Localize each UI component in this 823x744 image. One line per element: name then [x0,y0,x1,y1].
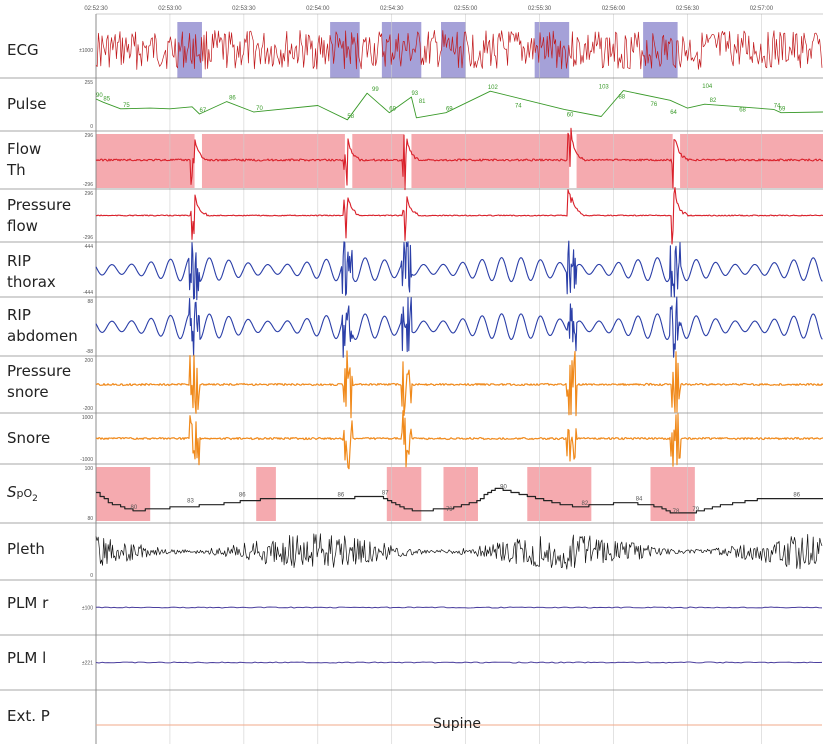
pulse-value-label: 75 [123,103,130,109]
spo2-value-label: 86 [239,493,246,499]
desaturation-band [256,467,276,521]
trace-pulse [96,91,823,120]
time-gridlines [96,14,761,744]
channel-label-rip-thorax: RIP thorax [7,251,56,293]
channel-label-spo2: SpO2 [7,482,38,510]
time-tick-label: 02:56:30 [676,6,700,12]
channel-label-pulse: Pulse [7,94,47,115]
pulse-value-label: 67 [200,108,207,114]
pulse-value-label: 69 [779,107,786,113]
trace-plm-r [96,607,822,608]
time-tick-label: 02:55:00 [454,6,478,12]
spo2-value-label: 87 [382,491,389,497]
desaturation-band [96,467,150,521]
trace-snore [96,411,823,469]
body-position-label: Supine [433,716,481,732]
trace-plm-l [96,662,822,663]
channel-label-snore: Snore [7,428,50,449]
pulse-value-label: 69 [446,107,453,113]
trace-pressure-snore [96,351,823,418]
pulse-value-label: 93 [411,91,418,97]
channel-label-pressure-flow: Pressure flow [7,195,71,237]
channel-label-pleth: Pleth [7,539,45,560]
pulse-value-label: 69 [389,107,396,113]
channel-label-plm-r: PLM r [7,593,48,614]
time-tick-label: 02:53:30 [232,6,256,12]
pulse-value-label: 86 [229,96,236,102]
pulse-value-label: 68 [739,107,746,113]
channel-label-ecg: ECG [7,40,39,61]
pulse-value-label: 103 [599,85,610,91]
time-tick-label: 02:55:30 [528,6,552,12]
time-tick-label: 02:54:30 [380,6,404,12]
pulse-value-label: 90 [96,93,103,99]
spo2-value-label: 86 [793,493,800,499]
channel-label-plm-l: PLM l [7,648,46,669]
desaturation-band [443,467,478,521]
pulse-value-label: 82 [710,98,717,104]
pulse-value-label: 104 [702,84,713,90]
flow-event-band [680,134,823,188]
spo2-value-label: 86 [338,493,345,499]
pulse-value-label: 64 [670,110,677,116]
trace-pressure-flow [96,188,823,244]
spo2-value-label: 79 [446,507,453,513]
flow-event-band [577,134,673,188]
spo2-value-label: 90 [500,484,507,490]
pulse-value-label: 102 [488,85,499,91]
pulse-value-label: 88 [618,94,625,100]
time-tick-label: 02:54:00 [306,6,330,12]
desaturation-band [527,467,591,521]
time-tick-label: 02:53:00 [158,6,182,12]
time-tick-label: 02:57:00 [750,6,774,12]
spo2-value-label: 80 [131,505,138,511]
channel-label-pressure-snore: Pressure snore [7,361,71,403]
spo2-value-label: 84 [636,497,643,503]
channel-label-ext-p: Ext. P [7,706,50,727]
pulse-value-label: 76 [650,102,657,108]
flow-event-band [96,134,195,188]
event-bands [96,22,823,521]
spo2-value-label: 78 [673,509,680,515]
time-tick-label: 02:56:00 [602,6,626,12]
time-axis: 02:52:30 02:53:00 02:53:30 02:54:00 02:54:30… [84,6,823,14]
pulse-value-label: 74 [515,103,522,109]
spo2-value-label: 83 [187,499,194,505]
spo2-value-label: 79 [692,507,699,513]
spo2-value-label: 82 [581,501,588,507]
channel-labels: ECG Pulse Flow Th Pressure flow RIP thorax RI… [0,0,96,744]
channel-separators [0,14,823,744]
pulse-value-label: 70 [256,106,263,112]
trace-pleth [96,534,822,569]
pulse-value-label: 99 [372,87,379,93]
pulse-value-label: 81 [419,99,426,105]
trace-rip-thorax [96,241,822,300]
channel-label-rip-abdomen: RIP abdomen [7,305,78,347]
pulse-value-label: 85 [103,96,110,102]
pulse-value-label: 58 [347,114,354,120]
ecg-artifact-band [177,22,202,78]
trace-rip-abdomen [96,297,822,357]
channel-label-flow-th: Flow Th [7,139,41,181]
pulse-value-label: 60 [567,113,574,119]
